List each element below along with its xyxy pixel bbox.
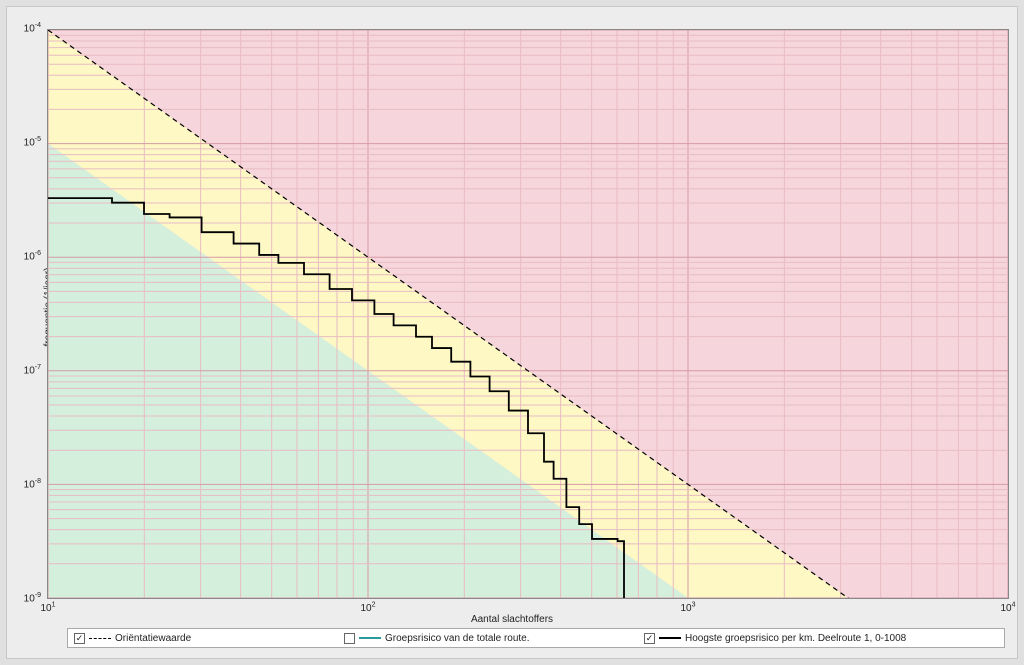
dash-swatch-icon	[89, 638, 111, 639]
y-tick--7: 10-7	[11, 366, 41, 377]
y-tick--9: 10-9	[11, 594, 41, 605]
legend-label: Oriëntatiewaarde	[115, 633, 191, 644]
y-tick--5: 10-5	[11, 138, 41, 149]
legend-label: Hoogste groepsrisico per km. Deelroute 1…	[685, 633, 906, 644]
plot-area	[47, 29, 1009, 599]
legend: ✓ Oriëntatiewaarde Groepsrisico van de t…	[67, 628, 1005, 648]
checkbox-icon[interactable]	[344, 633, 355, 644]
line-swatch-icon	[659, 637, 681, 639]
line-swatch-icon	[359, 637, 381, 639]
plot-svg	[48, 30, 1008, 598]
chart-frame: frequentie (1/jaar) 10-4 10-5 10-6 10-7 …	[6, 6, 1018, 659]
y-tick--6: 10-6	[11, 252, 41, 263]
x-tick-4: 104	[1000, 603, 1015, 614]
y-tick--8: 10-8	[11, 480, 41, 491]
x-tick-3: 103	[680, 603, 695, 614]
x-tick-1: 101	[40, 603, 55, 614]
legend-item-groepsrisico-totaal[interactable]: Groepsrisico van de totale route.	[338, 633, 638, 644]
x-axis-label: Aantal slachtoffers	[7, 614, 1017, 625]
checkbox-icon[interactable]: ✓	[74, 633, 85, 644]
legend-item-orientatiewaarde[interactable]: ✓ Oriëntatiewaarde	[68, 633, 338, 644]
checkbox-icon[interactable]: ✓	[644, 633, 655, 644]
y-tick--4: 10-4	[11, 24, 41, 35]
x-tick-2: 102	[360, 603, 375, 614]
legend-item-hoogste-groepsrisico[interactable]: ✓ Hoogste groepsrisico per km. Deelroute…	[638, 633, 1004, 644]
legend-label: Groepsrisico van de totale route.	[385, 633, 530, 644]
